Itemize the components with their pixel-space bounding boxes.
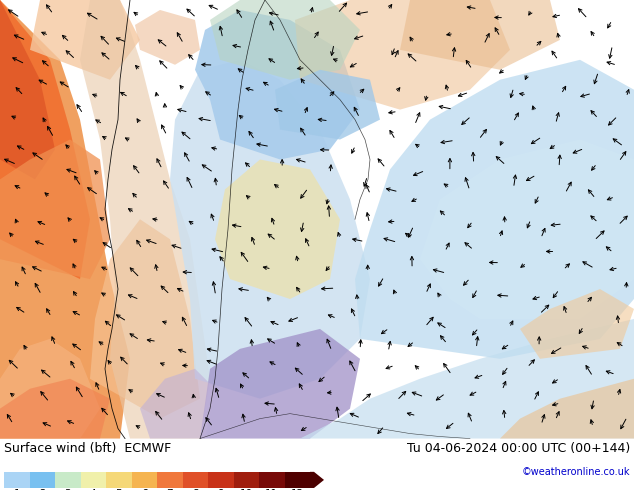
Bar bbox=[157, 472, 183, 488]
Bar bbox=[4, 472, 30, 488]
Polygon shape bbox=[400, 0, 560, 70]
Text: 2: 2 bbox=[39, 489, 46, 490]
Polygon shape bbox=[420, 140, 634, 319]
Bar bbox=[285, 472, 310, 488]
Bar bbox=[81, 472, 106, 488]
Polygon shape bbox=[0, 0, 90, 279]
Polygon shape bbox=[215, 159, 340, 299]
Bar bbox=[131, 472, 157, 488]
Bar bbox=[55, 472, 81, 488]
Bar bbox=[30, 472, 55, 488]
Polygon shape bbox=[170, 60, 370, 399]
Polygon shape bbox=[135, 10, 200, 65]
Text: 6: 6 bbox=[141, 489, 148, 490]
Polygon shape bbox=[210, 0, 360, 80]
Text: Tu 04-06-2024 00:00 UTC (00+144): Tu 04-06-2024 00:00 UTC (00+144) bbox=[407, 441, 630, 455]
Text: 10: 10 bbox=[240, 489, 253, 490]
Text: 12: 12 bbox=[290, 489, 304, 490]
Bar bbox=[183, 472, 208, 488]
Polygon shape bbox=[0, 140, 110, 279]
Polygon shape bbox=[295, 0, 510, 110]
Bar bbox=[208, 472, 233, 488]
Text: 5: 5 bbox=[115, 489, 122, 490]
Polygon shape bbox=[195, 10, 360, 159]
Polygon shape bbox=[80, 0, 210, 439]
Text: 1: 1 bbox=[13, 489, 20, 490]
Polygon shape bbox=[500, 379, 634, 439]
Text: 4: 4 bbox=[90, 489, 96, 490]
Bar bbox=[106, 472, 131, 488]
Polygon shape bbox=[0, 0, 55, 179]
Polygon shape bbox=[300, 319, 634, 439]
Polygon shape bbox=[0, 339, 100, 439]
Polygon shape bbox=[140, 369, 215, 439]
Polygon shape bbox=[0, 379, 110, 439]
FancyArrow shape bbox=[310, 472, 324, 488]
Text: ©weatheronline.co.uk: ©weatheronline.co.uk bbox=[522, 467, 630, 477]
Text: 8: 8 bbox=[192, 489, 198, 490]
Polygon shape bbox=[200, 329, 360, 439]
Text: Surface wind (bft)  ECMWF: Surface wind (bft) ECMWF bbox=[4, 441, 171, 455]
Polygon shape bbox=[275, 70, 380, 140]
Text: 9: 9 bbox=[217, 489, 224, 490]
Bar bbox=[233, 472, 259, 488]
Polygon shape bbox=[355, 60, 634, 359]
Text: 7: 7 bbox=[167, 489, 173, 490]
Polygon shape bbox=[0, 0, 130, 439]
Polygon shape bbox=[90, 220, 200, 418]
Polygon shape bbox=[30, 0, 140, 80]
Text: 11: 11 bbox=[265, 489, 278, 490]
Text: 3: 3 bbox=[65, 489, 71, 490]
Bar bbox=[259, 472, 285, 488]
Polygon shape bbox=[520, 289, 634, 359]
